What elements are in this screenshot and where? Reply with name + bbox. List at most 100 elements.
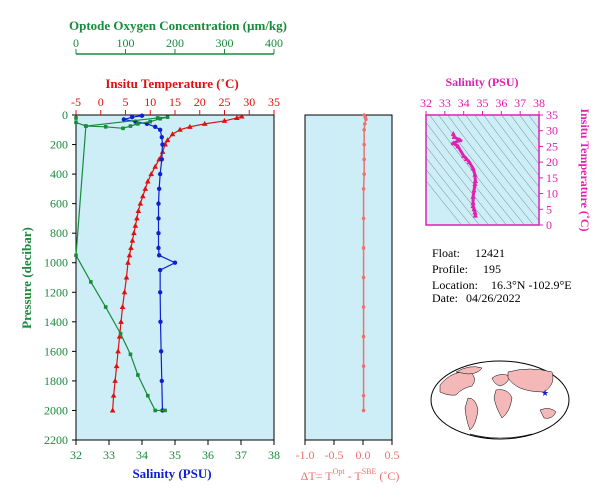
density-contour [483, 115, 539, 188]
float-value: 12421 [475, 246, 505, 260]
temperature-point [142, 185, 149, 191]
delta-point [361, 246, 366, 250]
temperature-point [137, 200, 144, 206]
ts-point [466, 159, 472, 165]
temperature-point [123, 274, 130, 280]
ts-y-tick-label: 0 [546, 218, 552, 232]
delta-point [361, 187, 366, 191]
oxygen-tick-label: 100 [117, 36, 135, 50]
temperature-tick-label: 20 [194, 95, 206, 109]
density-contours [426, 115, 539, 225]
density-contour [438, 115, 525, 225]
temperature-point [121, 289, 128, 295]
temperature-point [131, 230, 137, 236]
density-contour [465, 115, 539, 210]
delta-point [361, 364, 366, 368]
salinity-point [158, 349, 164, 354]
ts-y-tick-label: 5 [546, 202, 552, 216]
salinity-axis-label: Salinity (PSU) [132, 466, 211, 481]
profile-value: 195 [483, 262, 501, 276]
temperature-point [125, 259, 131, 265]
oxygen-point [103, 305, 108, 309]
temperature-point [112, 377, 118, 383]
salinity-point [172, 260, 178, 265]
pressure-tick-label: 400 [50, 167, 68, 181]
delta-point [362, 122, 367, 126]
temperature-tick-label: 5 [123, 95, 129, 109]
salinity-point [160, 142, 165, 147]
salinity-point [121, 117, 127, 122]
salinity-point [156, 253, 162, 258]
ts-point [472, 209, 478, 215]
pressure-tick-label: 1600 [44, 344, 68, 358]
salinity-point [157, 290, 163, 295]
ts-point [451, 134, 457, 139]
map-landmasses [439, 366, 557, 440]
float-label: Float: [432, 246, 460, 260]
density-contour [426, 145, 489, 225]
oxygen-point [128, 352, 133, 357]
oxygen-tick-label: 0 [73, 36, 79, 50]
temperature-point [221, 117, 228, 123]
ts-temperature-label: Insitu Temperature (˚C) [578, 108, 592, 231]
density-contour [447, 115, 534, 225]
ts-point [472, 212, 478, 218]
oxygen-point [155, 116, 160, 120]
profile-panel: 0200400600800100012001400160018002000220… [19, 18, 287, 481]
pressure-axis: 0 200 400 600 800 1000 1200 1400 1600 1800 2000 220… [44, 108, 76, 447]
ts-x-tick-label: 33 [439, 96, 451, 110]
temperature-tick-label: 15 [169, 95, 181, 109]
ts-point [470, 203, 476, 209]
temperature-point [148, 171, 155, 177]
delta-axis: -1.0 -0.5 0.0 0.5 [296, 440, 400, 462]
temperature-point [110, 392, 117, 398]
density-contour [528, 115, 539, 130]
ts-point [472, 171, 478, 177]
date-label: Date: [432, 291, 458, 305]
salinity-point [156, 186, 162, 192]
oxygen-axis-label: Optode Oxygen Concentration (µm/kg) [69, 18, 287, 33]
delta-point [362, 172, 366, 176]
oxygen-point [118, 331, 123, 336]
salinity-tick-label: 32 [70, 448, 82, 462]
density-contour [426, 133, 498, 225]
temperature-point [118, 318, 124, 324]
ts-point [472, 178, 478, 183]
profile-plot-area [75, 114, 275, 441]
ts-y-tick-label: 35 [546, 108, 558, 122]
temperature-point [201, 120, 208, 126]
temperature-point [239, 113, 245, 119]
delta-point [362, 127, 366, 132]
salinity-point [159, 134, 164, 140]
pressure-tick-label: 1400 [44, 315, 68, 329]
delta-point [361, 216, 366, 221]
pressure-tick-label: 2200 [44, 433, 68, 447]
oxygen-point [153, 408, 157, 413]
float-location-marker: ★ [541, 388, 549, 398]
delta-axis-label: ΔT= TOpt - TSBE (˚C) [301, 467, 400, 483]
delta-point [361, 408, 366, 413]
delta-point [361, 305, 366, 309]
oxygen-axis: 0 100 200 300 400 [73, 36, 283, 55]
oxygen-point [89, 280, 93, 284]
salinity-tick-label: 36 [202, 448, 214, 462]
oxygen-point [103, 125, 108, 129]
temperature-point [113, 363, 120, 369]
delta-plot-area [304, 114, 393, 441]
temperature-point [109, 407, 116, 413]
ts-point [470, 200, 476, 205]
salinity-point [158, 319, 163, 325]
density-contour [501, 115, 539, 165]
density-contour [426, 168, 471, 225]
ts-y-tick-label: 30 [546, 124, 558, 138]
ts-plot-area [425, 114, 540, 226]
temperature-point [152, 163, 158, 169]
temperature-point [119, 304, 126, 310]
salinity-tick-label: 35 [169, 448, 181, 462]
pressure-tick-label: 800 [50, 226, 68, 240]
pressure-tick-label: 1200 [44, 285, 68, 299]
salinity-tick-label: 34 [136, 448, 148, 462]
profile-series [74, 113, 245, 413]
